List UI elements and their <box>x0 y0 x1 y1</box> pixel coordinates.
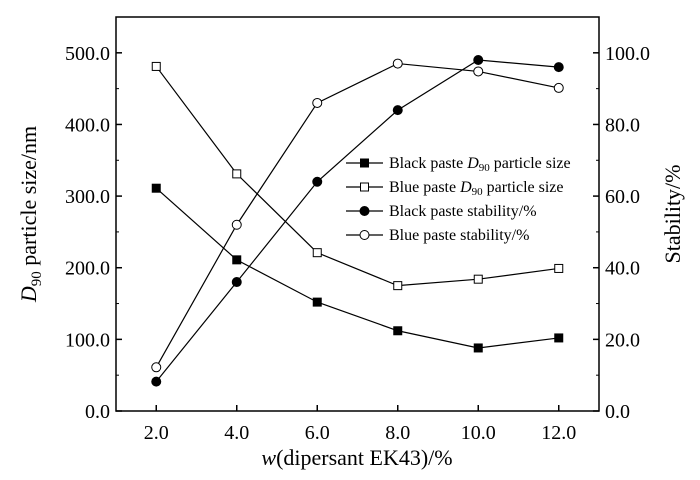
legend: Black paste D90 particle size Blue paste … <box>346 155 571 244</box>
data-point <box>393 281 403 291</box>
y-right-axis-title: Stability/% <box>660 165 685 264</box>
legend-marker <box>359 206 370 216</box>
x-tick-label: 10.0 <box>461 422 496 444</box>
x-tick-label: 4.0 <box>224 422 249 444</box>
legend-marker <box>360 182 369 192</box>
y-left-tick-label: 200.0 <box>65 258 110 280</box>
data-point <box>392 58 403 69</box>
data-point <box>554 333 564 343</box>
y-right-tick-label: 0.0 <box>605 401 630 423</box>
plot-frame <box>115 16 600 412</box>
y-left-tick-label: 300.0 <box>65 186 110 208</box>
data-point <box>473 343 483 353</box>
data-point <box>312 297 322 307</box>
y-left-tick-label: 400.0 <box>65 114 110 136</box>
x-tick-label: 6.0 <box>305 422 330 444</box>
series-3 <box>151 54 564 387</box>
legend-label: Black paste D90 particle size <box>389 155 571 174</box>
data-point <box>554 263 564 273</box>
series-2 <box>151 61 564 291</box>
legend-label: Black paste stability/% <box>389 203 537 220</box>
x-tick-label: 2.0 <box>144 422 169 444</box>
data-point <box>232 169 242 179</box>
legend-item: Blue paste D90 particle size <box>346 179 564 198</box>
data-point <box>553 82 564 93</box>
series-line <box>155 59 559 383</box>
data-point <box>151 183 161 193</box>
y-right-tick-label: 20.0 <box>605 329 640 351</box>
y-right-tick-label: 40.0 <box>605 258 640 280</box>
x-tick-label: 8.0 <box>385 422 410 444</box>
data-point <box>393 326 403 336</box>
data-point <box>392 105 403 116</box>
y-right-tick-label: 80.0 <box>605 114 640 136</box>
legend-marker <box>360 158 369 168</box>
y-left-axis-ticks: 0.0 100.0 200.0 300.0 400.0 500.0 <box>65 43 122 423</box>
legend-item: Black paste D90 particle size <box>346 155 571 174</box>
x-tick-label: 12.0 <box>541 422 576 444</box>
legend-item: Blue paste stability/% <box>346 227 529 244</box>
data-point <box>312 176 323 187</box>
legend-item: Black paste stability/% <box>346 203 537 220</box>
data-point <box>473 274 483 284</box>
series-layer <box>151 54 564 387</box>
y-left-tick-label: 100.0 <box>65 329 110 351</box>
y-right-tick-label: 100.0 <box>605 43 650 65</box>
y-right-axis-ticks: 0.0 20.0 40.0 60.0 80.0 100.0 <box>593 43 650 423</box>
y-left-tick-label: 0.0 <box>85 401 110 423</box>
y-left-axis-title: D90 particle size/nm <box>16 126 45 303</box>
series-4 <box>151 58 564 373</box>
series-line <box>155 66 559 287</box>
data-point <box>231 277 242 288</box>
legend-marker <box>359 230 370 240</box>
legend-label: Blue paste stability/% <box>389 227 529 244</box>
x-axis-title: w(dipersant EK43)/% <box>261 445 452 470</box>
data-point <box>312 97 323 108</box>
data-point <box>553 62 564 73</box>
data-point <box>151 61 161 71</box>
data-point <box>312 248 322 258</box>
y-left-tick-label: 500.0 <box>65 43 110 65</box>
data-point <box>473 54 484 65</box>
data-point <box>151 362 162 373</box>
data-point <box>231 219 242 230</box>
data-point <box>232 255 242 265</box>
legend-label: Blue paste D90 particle size <box>389 179 564 198</box>
x-axis-ticks: 2.0 4.0 6.0 8.0 10.0 12.0 <box>144 405 576 444</box>
data-point <box>151 376 162 387</box>
data-point <box>473 66 484 77</box>
series-line <box>155 62 559 368</box>
y-right-tick-label: 60.0 <box>605 186 640 208</box>
